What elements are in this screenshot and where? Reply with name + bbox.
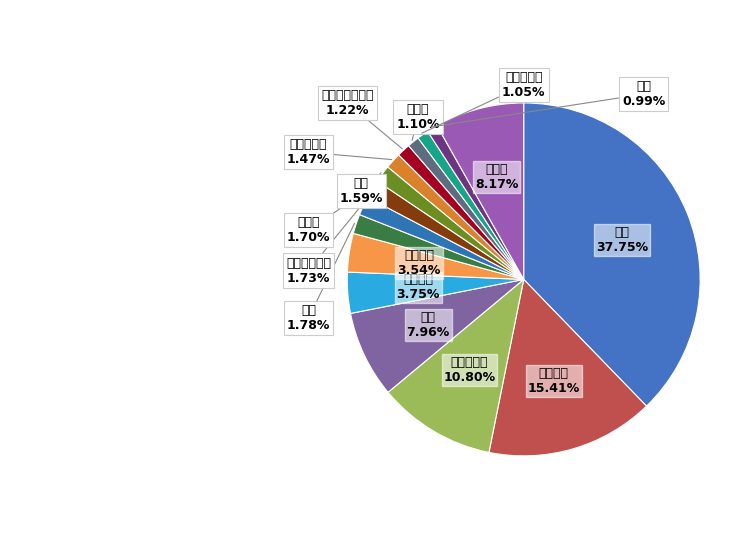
Wedge shape	[524, 103, 700, 406]
Text: ペルー
1.70%: ペルー 1.70%	[286, 188, 371, 244]
Text: タイ
1.78%: タイ 1.78%	[286, 223, 354, 332]
Text: ミャンマー
1.05%: ミャンマー 1.05%	[422, 72, 545, 133]
Wedge shape	[489, 279, 647, 456]
Wedge shape	[347, 233, 524, 279]
Wedge shape	[377, 167, 524, 279]
Text: その他
8.17%: その他 8.17%	[475, 163, 519, 191]
Wedge shape	[408, 138, 524, 279]
Text: バングラデシュ
1.22%: バングラデシュ 1.22%	[321, 89, 403, 149]
Text: インドネシア
1.73%: インドネシア 1.73%	[286, 205, 362, 284]
Text: 中国
37.75%: 中国 37.75%	[596, 226, 648, 254]
Wedge shape	[368, 181, 524, 279]
Text: ブラジル
3.75%: ブラジル 3.75%	[397, 273, 440, 301]
Text: 米国
0.99%: 米国 0.99%	[431, 80, 665, 127]
Text: トルコ
1.10%: トルコ 1.10%	[396, 103, 440, 140]
Text: フィリピン
10.80%: フィリピン 10.80%	[443, 356, 496, 384]
Text: ネパール
3.54%: ネパール 3.54%	[397, 249, 441, 277]
Wedge shape	[388, 155, 524, 279]
Wedge shape	[437, 103, 524, 279]
Wedge shape	[418, 131, 524, 279]
Text: パキスタン
1.47%: パキスタン 1.47%	[286, 139, 391, 166]
Text: ベトナム
15.41%: ベトナム 15.41%	[528, 367, 579, 395]
Wedge shape	[347, 272, 524, 314]
Wedge shape	[351, 279, 524, 392]
Wedge shape	[399, 146, 524, 279]
Wedge shape	[428, 126, 524, 279]
Wedge shape	[388, 279, 524, 453]
Text: 台湾
1.59%: 台湾 1.59%	[340, 173, 383, 205]
Text: 韓国
7.96%: 韓国 7.96%	[406, 311, 450, 339]
Wedge shape	[360, 197, 524, 279]
Wedge shape	[353, 214, 524, 279]
